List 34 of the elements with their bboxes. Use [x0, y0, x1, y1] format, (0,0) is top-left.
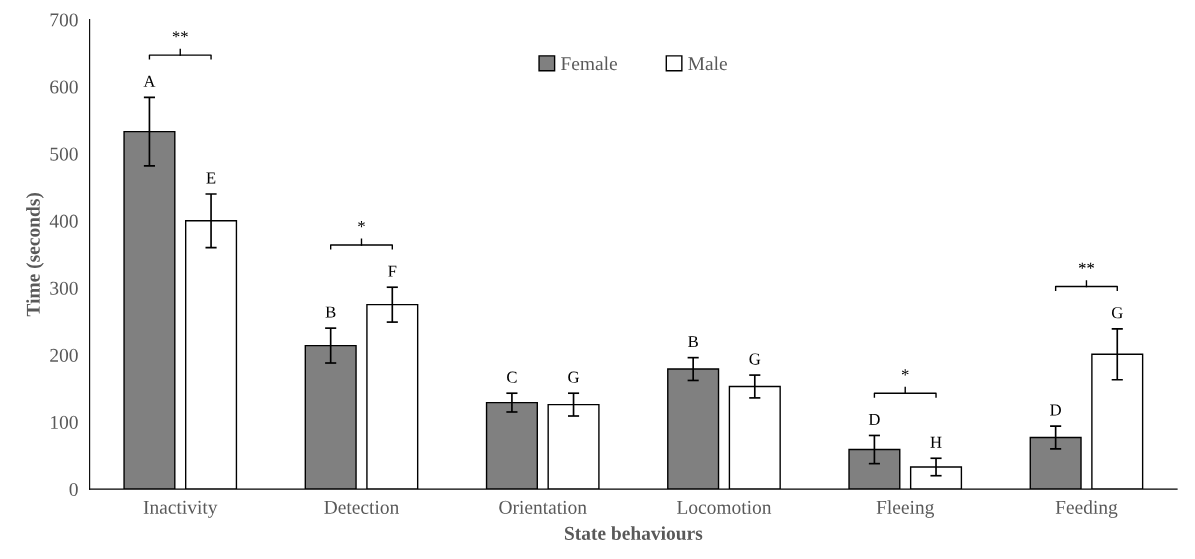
y-tick-label: 100: [51, 415, 78, 429]
x-tick-label: Detection: [324, 500, 399, 514]
x-axis-title: State behaviours: [564, 526, 703, 540]
y-tick-label: 300: [50, 281, 78, 295]
x-tick-label: Feeding: [1055, 500, 1118, 518]
y-tick-label: 400: [49, 214, 78, 228]
data-label: C: [507, 371, 517, 383]
legend-label: Female: [561, 56, 618, 71]
x-tick-label: Fleeing: [876, 500, 934, 518]
data-label: B: [325, 306, 336, 318]
y-axis-title: Time (seconds): [26, 192, 44, 317]
annotation: **: [1078, 262, 1094, 269]
data-label: G: [568, 371, 580, 383]
data-label: E: [206, 172, 216, 184]
x-tick-label: Orientation: [499, 500, 587, 514]
y-tick-label: 600: [50, 80, 78, 94]
y-tick-label: 200: [50, 348, 78, 362]
data-label: G: [1111, 307, 1123, 319]
x-tick-label: Locomotion: [677, 500, 772, 514]
y-tick-label: 0: [69, 482, 78, 497]
legend-label: Male: [688, 56, 727, 71]
data-label: G: [749, 353, 761, 365]
y-tick-label: 700: [50, 13, 78, 27]
data-label: F: [388, 265, 397, 277]
data-label: B: [688, 336, 698, 348]
annotation: *: [358, 221, 365, 228]
annotation: *: [901, 369, 909, 376]
y-tick-label: 500: [50, 147, 78, 161]
x-tick-label: Inactivity: [143, 500, 218, 518]
data-label: H: [930, 436, 942, 448]
data-label: A: [143, 75, 156, 87]
data-label: D: [1050, 404, 1061, 416]
data-label: D: [868, 413, 880, 425]
annotation: **: [172, 31, 188, 38]
